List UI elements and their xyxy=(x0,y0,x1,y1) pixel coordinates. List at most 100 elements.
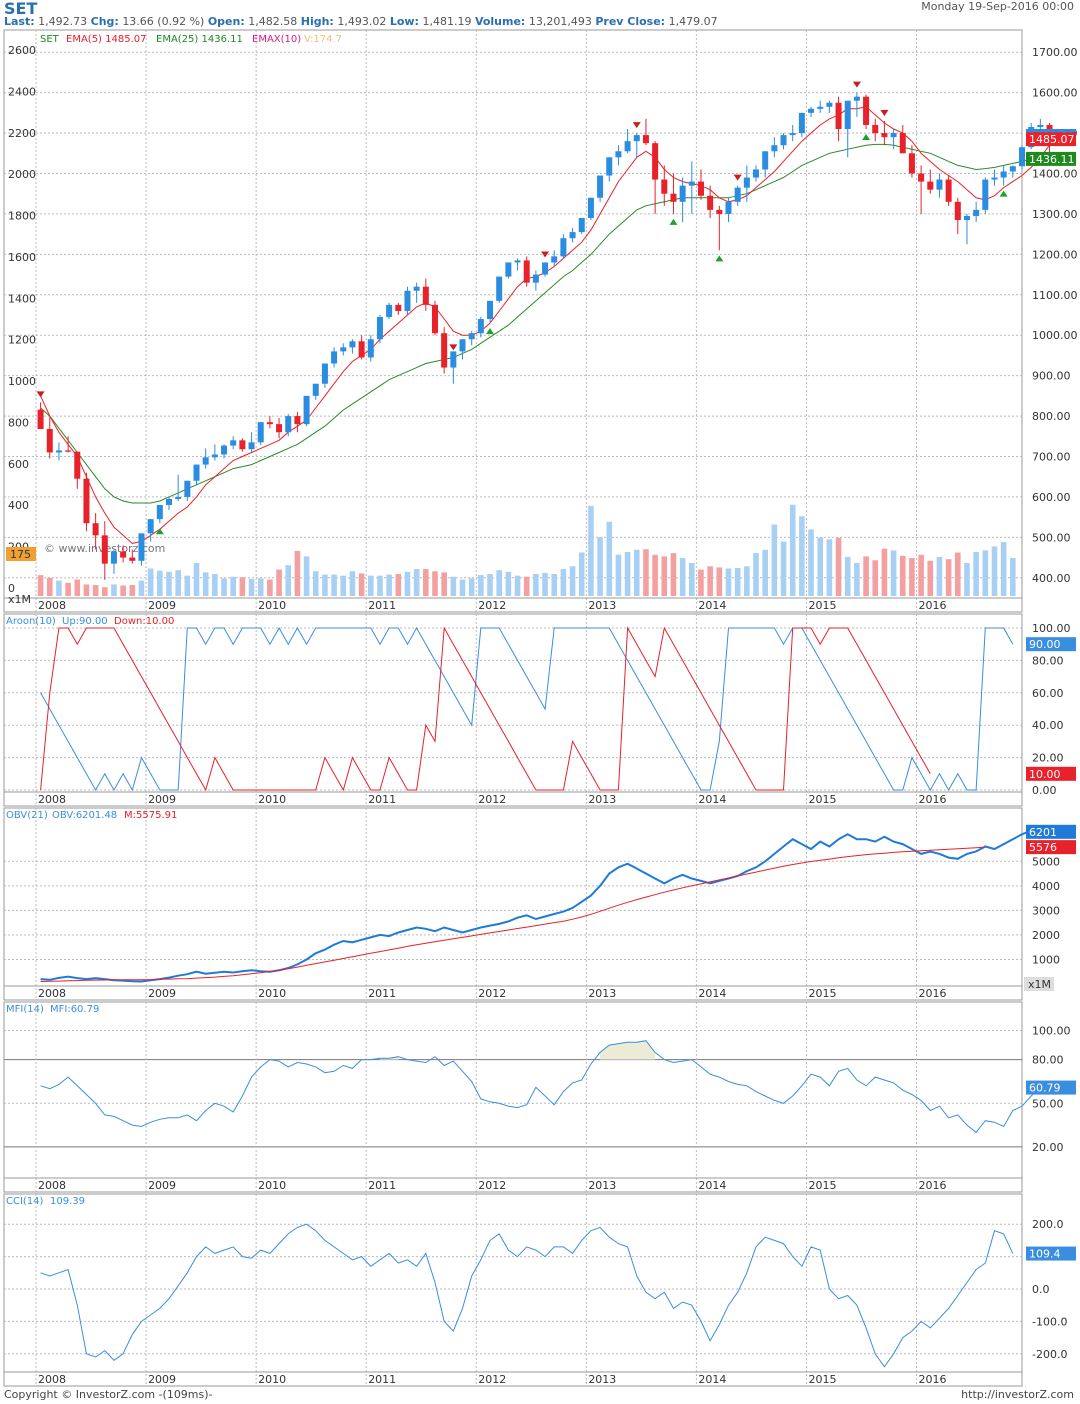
candle-body xyxy=(771,145,778,152)
volume-bar xyxy=(83,584,90,596)
stat-value-high: 1,493.02 xyxy=(337,15,387,28)
x-tick-label: 2012 xyxy=(478,1179,506,1192)
x-tick-label: 2009 xyxy=(148,987,176,1000)
candle-body xyxy=(294,416,301,425)
candle-body xyxy=(945,179,952,202)
candle-body xyxy=(697,181,704,196)
x-tick-label: 2015 xyxy=(808,1373,836,1386)
candle-body xyxy=(679,185,686,202)
candle-body xyxy=(230,440,237,446)
candle-body xyxy=(46,429,53,453)
candle-body xyxy=(652,143,659,180)
buy-signal-icon xyxy=(155,528,164,535)
x-tick-label: 2015 xyxy=(808,987,836,1000)
candle-body xyxy=(707,195,714,210)
candle-body xyxy=(725,201,732,214)
candle-body xyxy=(551,256,558,263)
x-tick-label: 2012 xyxy=(478,793,506,806)
stat-value-prev-close: 1,479.07 xyxy=(668,15,718,28)
candle-body xyxy=(523,260,530,283)
x-tick-label: 2016 xyxy=(919,793,947,806)
volume-bar xyxy=(157,570,163,596)
candle-body xyxy=(743,177,750,188)
right-axis-tick: 50.00 xyxy=(1032,1097,1064,1110)
x-tick-label: 2010 xyxy=(258,599,286,612)
panel-frame xyxy=(3,29,1023,613)
x-tick-label: 2016 xyxy=(919,987,947,1000)
volume-marker: 175 xyxy=(10,548,31,561)
volume-bar xyxy=(358,573,365,596)
obv-name-label: OBV(21) xyxy=(6,810,48,821)
right-axis-tick: 0.0 xyxy=(1032,1283,1050,1296)
volume-bar xyxy=(624,552,631,596)
right-axis-tick: -100.0 xyxy=(1032,1315,1067,1328)
volume-bar xyxy=(285,565,292,596)
left-axis-tick: 0 xyxy=(8,582,15,595)
candle-body xyxy=(587,197,594,218)
x-tick-label: 2010 xyxy=(258,1179,286,1192)
right-axis-tick: 1000 xyxy=(1032,953,1060,966)
candle-body xyxy=(184,480,191,497)
obv-value-label: OBV:6201.48 xyxy=(52,810,117,821)
footer-url[interactable]: http://investorZ.com xyxy=(961,1388,1074,1401)
candle-body xyxy=(661,179,668,194)
candle-body xyxy=(615,151,622,158)
x-tick-label: 2013 xyxy=(588,1179,616,1192)
volume-bar xyxy=(450,576,457,596)
x-tick-label: 2011 xyxy=(368,793,396,806)
stat-label-chg: Chg: xyxy=(90,15,119,28)
sell-signal-icon xyxy=(880,109,889,116)
volume-bar xyxy=(248,578,255,596)
candle-body xyxy=(642,135,649,144)
candle-body xyxy=(129,557,136,561)
candle-body xyxy=(147,519,154,534)
candle-body xyxy=(496,276,503,301)
x-tick-label: 2012 xyxy=(478,1373,506,1386)
buy-signal-icon xyxy=(669,218,678,225)
candle-body xyxy=(633,135,640,142)
volume-bar xyxy=(239,577,246,596)
left-axis-tick: 1000 xyxy=(8,375,36,388)
left-axis-tick: 2600 xyxy=(8,44,36,57)
volume-bar xyxy=(835,537,842,596)
sell-signal-icon xyxy=(449,344,458,351)
volume-bar xyxy=(1010,558,1016,596)
volume-bar xyxy=(771,524,778,596)
volume-bar xyxy=(386,574,392,596)
volume-bar xyxy=(212,574,218,596)
volume-bar xyxy=(578,552,585,596)
volume-bar xyxy=(496,570,502,596)
price-tag: 90.00 xyxy=(1029,638,1061,651)
candle-body xyxy=(808,108,815,113)
panel-frame xyxy=(3,1001,1023,1193)
price-tag-bg xyxy=(1026,824,1076,839)
footer-copyright: Copyright © InvestorZ.com -(109ms)- xyxy=(4,1388,213,1401)
candle-body xyxy=(156,505,163,520)
panel-frame xyxy=(3,613,1023,807)
candle-body xyxy=(753,169,760,178)
right-axis-tick: 1000.00 xyxy=(1032,329,1078,342)
x-tick-label: 2014 xyxy=(698,987,726,1000)
candle-body xyxy=(1019,147,1025,167)
buy-signal-icon xyxy=(486,328,495,335)
volume-bar xyxy=(202,572,209,596)
volume-bar xyxy=(441,572,447,596)
right-axis-tick: 1200.00 xyxy=(1032,248,1078,261)
aroon-down-label: Down:10.00 xyxy=(114,616,174,627)
candle-body xyxy=(459,339,466,352)
candle-body xyxy=(92,523,99,536)
candle-body xyxy=(863,96,870,125)
right-axis-tick: 3000 xyxy=(1032,904,1060,917)
right-axis-tick: 80.00 xyxy=(1032,654,1064,667)
right-axis-tick: 20.00 xyxy=(1032,1141,1064,1154)
candle-body xyxy=(991,177,998,180)
right-axis-tick: 100.00 xyxy=(1032,622,1071,635)
right-axis-tick: 700.00 xyxy=(1032,451,1071,464)
left-axis-tick: 2200 xyxy=(8,127,36,140)
x-tick-label: 2012 xyxy=(478,987,506,1000)
x-tick-label: 2013 xyxy=(588,987,616,1000)
right-axis-tick: 1400.00 xyxy=(1032,168,1078,181)
volume-bar xyxy=(395,574,402,596)
legend-emax: EMAX(10) xyxy=(252,34,301,45)
